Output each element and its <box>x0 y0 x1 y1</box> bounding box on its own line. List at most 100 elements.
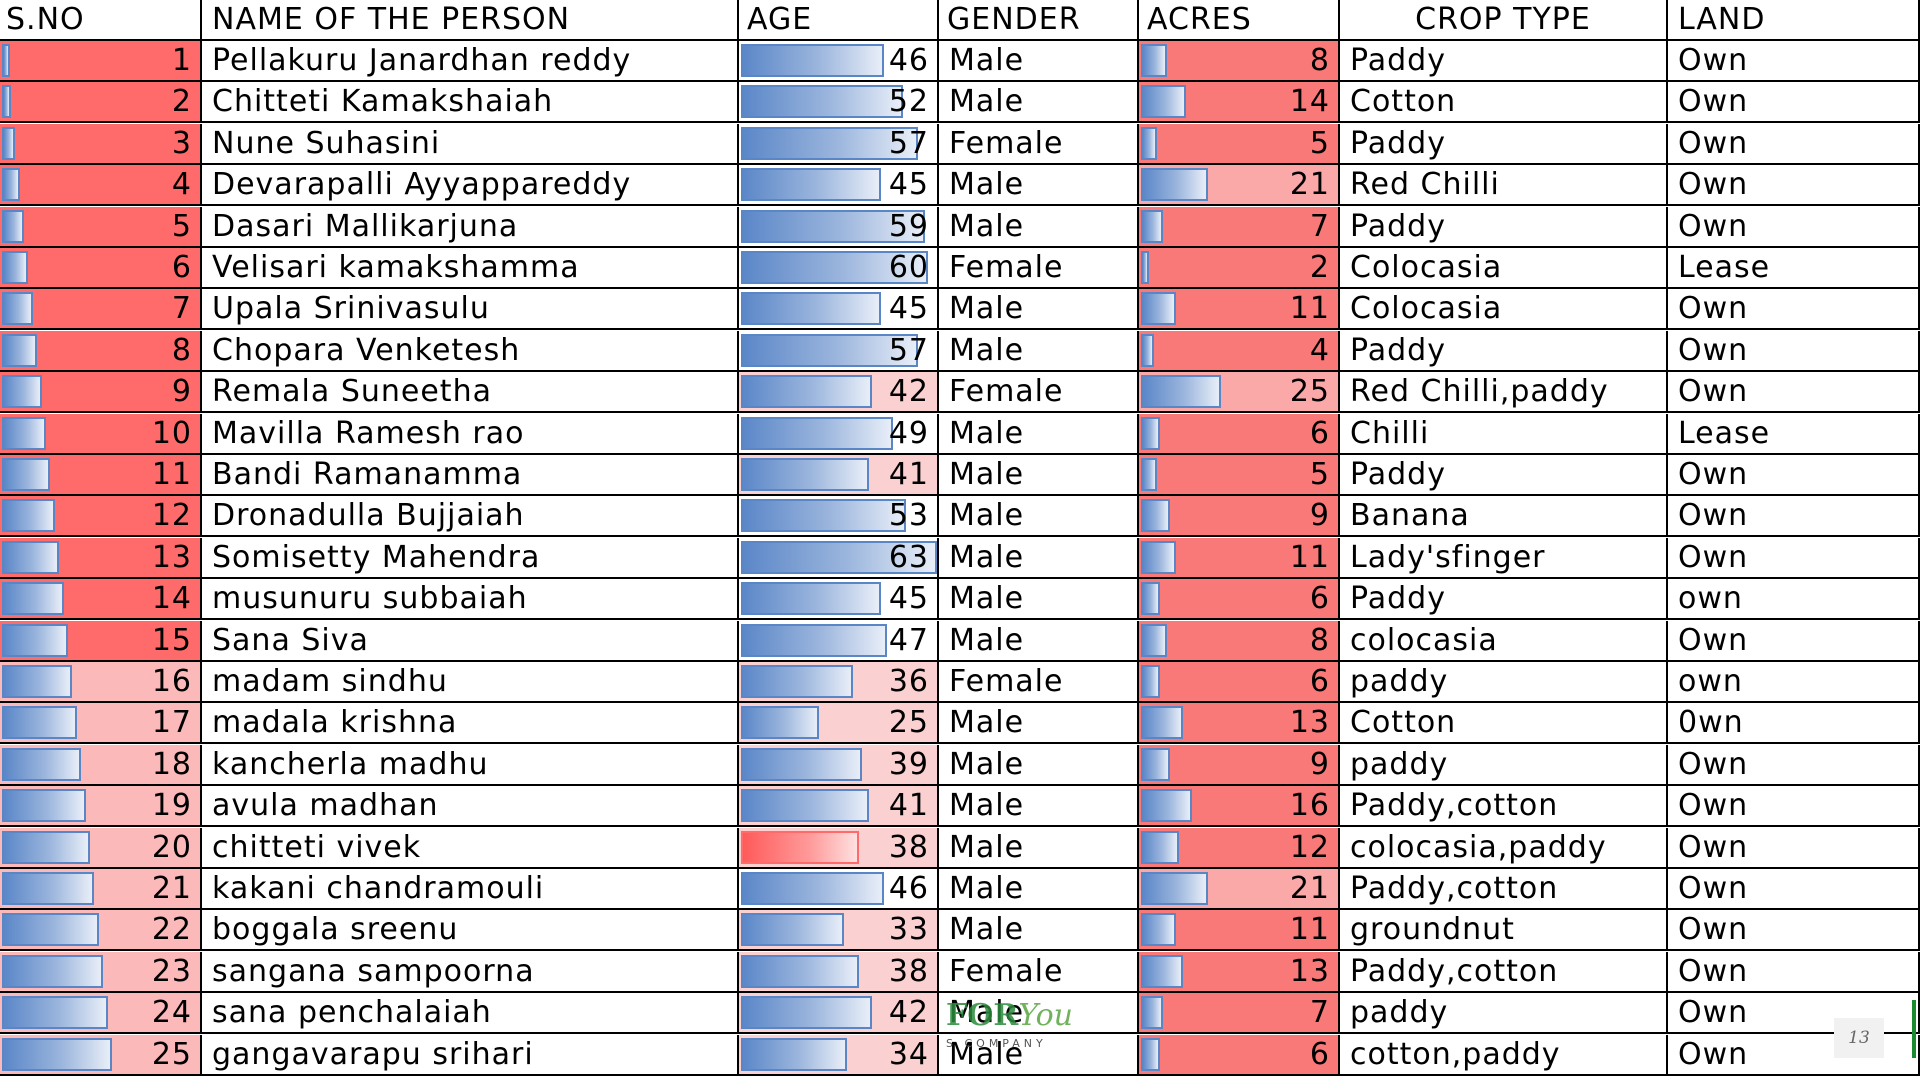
table-row: 24 sana penchalaiah 42 Male 7 paddy Own <box>0 993 1920 1035</box>
sno-cell: 14 <box>0 579 202 621</box>
land-cell: Own <box>1668 289 1920 331</box>
land-cell: Own <box>1668 41 1920 82</box>
sno-value: 6 <box>171 250 192 285</box>
land-cell: Lease <box>1668 413 1920 455</box>
slide-number: 13 <box>1834 1018 1884 1058</box>
gender-cell: Male <box>939 993 1139 1035</box>
data-bar <box>1141 168 1209 202</box>
land-cell: Own <box>1668 1034 1920 1076</box>
sno-value: 3 <box>171 125 192 161</box>
age-value: 25 <box>888 705 929 741</box>
crop-value: cotton,paddy <box>1350 1036 1561 1072</box>
acres-value: 6 <box>1309 415 1330 451</box>
gender-cell: Male <box>939 82 1139 124</box>
land-cell: Own <box>1668 455 1920 496</box>
acres-cell: 21 <box>1139 165 1340 207</box>
acres-cell: 5 <box>1139 123 1340 165</box>
acres-value: 9 <box>1309 746 1330 782</box>
name-cell: Pellakuru Janardhan reddy <box>202 41 739 82</box>
acres-value: 13 <box>1289 705 1330 741</box>
data-bar <box>2 1037 112 1071</box>
land-cell: Own <box>1668 82 1920 124</box>
data-bar <box>741 458 869 491</box>
gender-cell: Male <box>939 910 1139 952</box>
age-cell: 45 <box>739 289 939 331</box>
name-value: Pellakuru Janardhan reddy <box>212 43 632 78</box>
sno-cell: 16 <box>0 662 202 703</box>
sno-value: 20 <box>151 829 192 865</box>
acres-value: 6 <box>1309 664 1330 699</box>
sno-value: 13 <box>151 539 192 575</box>
age-cell: 36 <box>739 662 939 703</box>
crop-value: paddy <box>1350 746 1449 782</box>
name-cell: Remala Suneetha <box>202 372 739 414</box>
name-value: Bandi Ramanamma <box>212 457 523 492</box>
gender-cell: Female <box>939 951 1139 993</box>
table-row: 8 Chopara Venketesh 57 Male 4 Paddy Own <box>0 330 1920 372</box>
data-bar <box>2 830 90 864</box>
acres-value: 13 <box>1289 953 1330 989</box>
data-bar <box>1141 458 1157 491</box>
table-row: 11 Bandi Ramanamma 41 Male 5 Paddy Own <box>0 455 1920 496</box>
brand-subtitle: S COMPANY <box>946 1037 1047 1050</box>
acres-cell: 16 <box>1139 786 1340 828</box>
crop-value: Colocasia <box>1350 291 1503 327</box>
acres-cell: 5 <box>1139 455 1340 496</box>
gender-value: Male <box>949 705 1025 741</box>
acres-value: 14 <box>1289 84 1330 120</box>
data-bar <box>1141 292 1177 326</box>
age-value: 41 <box>888 457 929 492</box>
data-bar <box>2 499 55 533</box>
land-cell: Own <box>1668 620 1920 662</box>
data-bar <box>2 333 38 367</box>
age-value: 52 <box>888 84 929 120</box>
age-value: 49 <box>888 415 929 451</box>
land-cell: Own <box>1668 827 1920 869</box>
gender-value: Male <box>949 539 1025 575</box>
crop-cell: Red Chilli,paddy <box>1340 372 1668 414</box>
acres-cell: 6 <box>1139 662 1340 703</box>
land-value: Own <box>1678 829 1749 865</box>
acres-cell: 25 <box>1139 372 1340 414</box>
crop-cell: Paddy <box>1340 123 1668 165</box>
age-value: 47 <box>888 622 929 658</box>
age-cell: 33 <box>739 910 939 952</box>
sno-cell: 9 <box>0 372 202 414</box>
land-value: Own <box>1678 457 1749 492</box>
data-bar <box>741 1037 847 1071</box>
age-value: 34 <box>888 1036 929 1072</box>
sno-value: 22 <box>151 912 192 948</box>
acres-value: 6 <box>1309 1036 1330 1072</box>
crop-cell: Paddy,cotton <box>1340 869 1668 910</box>
age-cell: 38 <box>739 827 939 869</box>
acres-cell: 9 <box>1139 496 1340 538</box>
data-bar <box>741 582 881 616</box>
sno-value: 16 <box>151 664 192 699</box>
gender-cell: Male <box>939 330 1139 372</box>
crop-cell: Paddy <box>1340 579 1668 621</box>
gender-value: Male <box>949 995 1025 1031</box>
gender-value: Male <box>949 746 1025 782</box>
data-bar <box>2 416 46 450</box>
age-cell: 47 <box>739 620 939 662</box>
data-bar <box>2 747 82 781</box>
acres-value: 5 <box>1309 125 1330 161</box>
land-cell: Own <box>1668 165 1920 207</box>
sno-value: 25 <box>151 1036 192 1072</box>
acres-value: 8 <box>1309 43 1330 78</box>
header-age: AGE <box>739 0 939 41</box>
land-value: own <box>1678 664 1743 699</box>
data-bar <box>2 913 99 947</box>
name-value: Velisari kamakshamma <box>212 250 580 285</box>
age-cell: 45 <box>739 579 939 621</box>
age-cell: 42 <box>739 372 939 414</box>
crop-value: paddy <box>1350 664 1449 699</box>
land-cell: Own <box>1668 330 1920 372</box>
land-cell: Own <box>1668 372 1920 414</box>
land-value: Own <box>1678 953 1749 989</box>
age-cell: 39 <box>739 744 939 786</box>
land-value: Own <box>1678 291 1749 327</box>
age-value: 33 <box>888 912 929 948</box>
name-cell: Dasari Mallikarjuna <box>202 206 739 248</box>
table-row: 15 Sana Siva 47 Male 8 colocasia Own <box>0 620 1920 662</box>
